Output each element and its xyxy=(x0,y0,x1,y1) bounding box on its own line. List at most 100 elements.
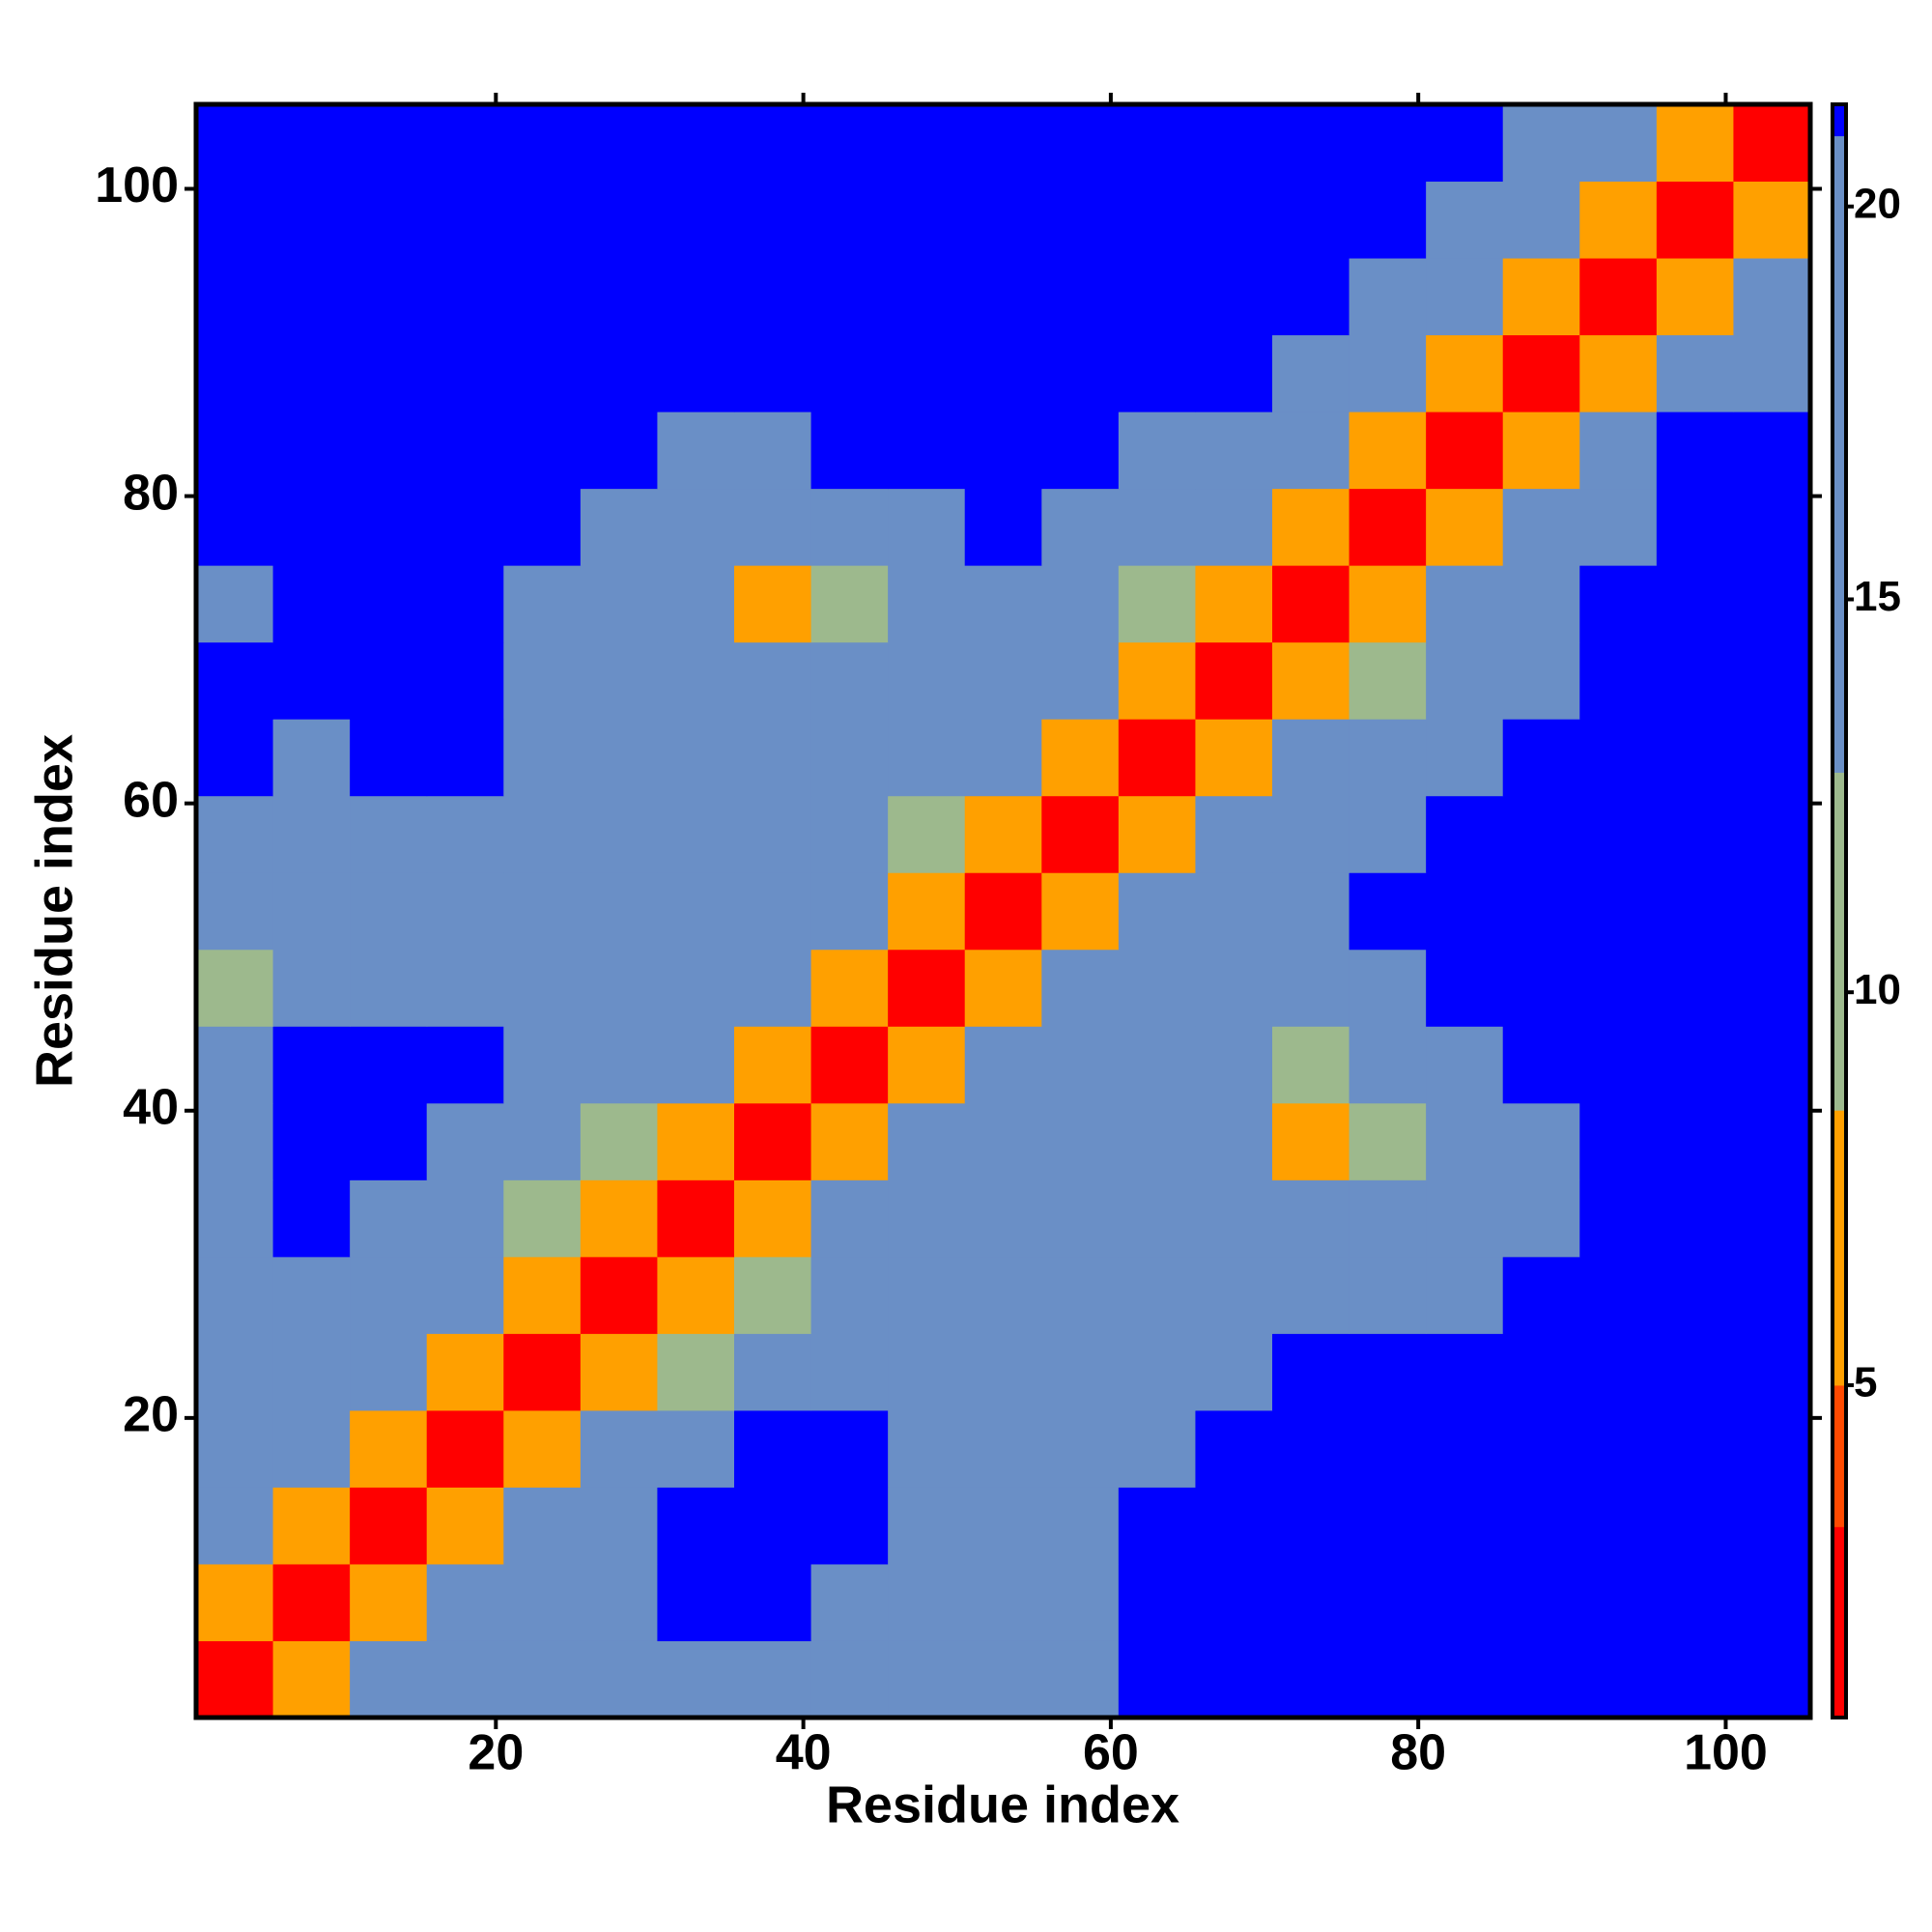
heatmap-cell xyxy=(1041,1256,1120,1334)
heatmap-cell xyxy=(196,334,274,412)
heatmap-cell xyxy=(426,1487,504,1565)
heatmap-cell xyxy=(426,1640,504,1719)
heatmap-cell xyxy=(734,1333,812,1411)
heatmap-cell xyxy=(350,258,428,336)
heatmap-cell xyxy=(272,412,351,490)
heatmap-cell xyxy=(272,872,351,951)
heatmap-cell xyxy=(1579,104,1658,183)
heatmap-cell xyxy=(734,1026,812,1104)
heatmap-cell xyxy=(657,1409,735,1488)
heatmap-cell xyxy=(1195,181,1273,259)
heatmap-cell xyxy=(350,181,428,259)
heatmap-cell xyxy=(657,1487,735,1565)
heatmap-cell xyxy=(1502,1563,1580,1641)
heatmap-cell xyxy=(1195,872,1273,951)
heatmap-cell xyxy=(503,1640,582,1719)
x-axis-title: Residue index xyxy=(826,1776,1179,1833)
heatmap-cell xyxy=(580,1256,658,1334)
heatmap-cell xyxy=(1272,1256,1350,1334)
heatmap-cell xyxy=(1656,1409,1734,1488)
heatmap-cell xyxy=(888,1333,966,1411)
heatmap-cell xyxy=(1502,872,1580,951)
heatmap-cell xyxy=(1349,565,1427,643)
heatmap-cell xyxy=(196,949,274,1027)
heatmap-cell xyxy=(1041,641,1120,720)
heatmap-cell xyxy=(734,258,812,336)
heatmap-cell xyxy=(1579,488,1658,566)
colorbar-frame xyxy=(1831,102,1848,1719)
colorbar-tick-label: 20 xyxy=(1854,180,1901,227)
heatmap-cell xyxy=(1118,1102,1196,1180)
heatmap-cell xyxy=(1272,1487,1350,1565)
heatmap-cell xyxy=(1118,1640,1196,1719)
heatmap-cell xyxy=(272,719,351,797)
heatmap-cell xyxy=(272,334,351,412)
heatmap-cell xyxy=(734,181,812,259)
x-tick-label: 20 xyxy=(468,1725,524,1781)
heatmap-cell xyxy=(1349,1026,1427,1104)
heatmap-cell xyxy=(964,1179,1042,1258)
heatmap-cell xyxy=(657,1256,735,1334)
heatmap-cell xyxy=(1656,565,1734,643)
heatmap-cell xyxy=(1579,1409,1658,1488)
heatmap-cell xyxy=(810,719,889,797)
heatmap-cell xyxy=(350,565,428,643)
heatmap-cell xyxy=(272,258,351,336)
heatmap-cell xyxy=(1426,949,1504,1027)
x-tick-label: 80 xyxy=(1390,1725,1446,1781)
heatmap-cell xyxy=(888,488,966,566)
heatmap-cell xyxy=(1349,1179,1427,1258)
heatmap-cell xyxy=(580,181,658,259)
heatmap-cell xyxy=(196,258,274,336)
colorbar-segment xyxy=(1833,104,1846,137)
heatmap-cell xyxy=(1502,1333,1580,1411)
heatmap-cell xyxy=(1041,412,1120,490)
heatmap-cell xyxy=(964,1256,1042,1334)
heatmap-cell xyxy=(426,1409,504,1488)
heatmap-cell xyxy=(1041,565,1120,643)
heatmap-cell xyxy=(1041,795,1120,873)
heatmap-cell xyxy=(1502,641,1580,720)
heatmap-cell xyxy=(503,488,582,566)
heatmap-cell xyxy=(1118,1026,1196,1104)
heatmap-cell xyxy=(196,1640,274,1719)
heatmap-cell xyxy=(1656,795,1734,873)
heatmap-cell xyxy=(1579,872,1658,951)
heatmap-cell xyxy=(272,1179,351,1258)
heatmap-cell xyxy=(503,1026,582,1104)
y-tick-label: 40 xyxy=(123,1079,179,1135)
heatmap-cell xyxy=(580,949,658,1027)
heatmap-cell xyxy=(1733,334,1811,412)
heatmap-cell xyxy=(810,104,889,183)
heatmap-cell xyxy=(1041,334,1120,412)
heatmap-cell xyxy=(888,181,966,259)
heatmap-cell xyxy=(1733,1487,1811,1565)
heatmap-cell xyxy=(1733,488,1811,566)
heatmap-cell xyxy=(657,872,735,951)
heatmap-cell xyxy=(734,1256,812,1334)
heatmap-cell xyxy=(734,1409,812,1488)
heatmap-cell xyxy=(1733,104,1811,183)
heatmap-cell xyxy=(503,949,582,1027)
heatmap-cell xyxy=(964,1563,1042,1641)
heatmap-cell xyxy=(1118,488,1196,566)
heatmap-cell xyxy=(1195,104,1273,183)
heatmap-cell xyxy=(1502,181,1580,259)
heatmap-cell xyxy=(1656,641,1734,720)
heatmap-cell xyxy=(580,488,658,566)
colorbar-segment xyxy=(1833,135,1846,773)
heatmap-cell xyxy=(503,1256,582,1334)
heatmap-cell xyxy=(1349,1102,1427,1180)
heatmap-cell xyxy=(350,1026,428,1104)
heatmap-cell xyxy=(196,641,274,720)
heatmap-cell xyxy=(1426,565,1504,643)
heatmap-cell xyxy=(888,104,966,183)
heatmap-cell xyxy=(810,1409,889,1488)
heatmap-cell xyxy=(1195,1102,1273,1180)
heatmap-cell xyxy=(810,949,889,1027)
x-tick-label: 60 xyxy=(1083,1725,1139,1781)
heatmap-cell xyxy=(1272,1102,1350,1180)
heatmap-cell xyxy=(1656,334,1734,412)
heatmap-cell xyxy=(1426,104,1504,183)
heatmap-cell xyxy=(272,488,351,566)
